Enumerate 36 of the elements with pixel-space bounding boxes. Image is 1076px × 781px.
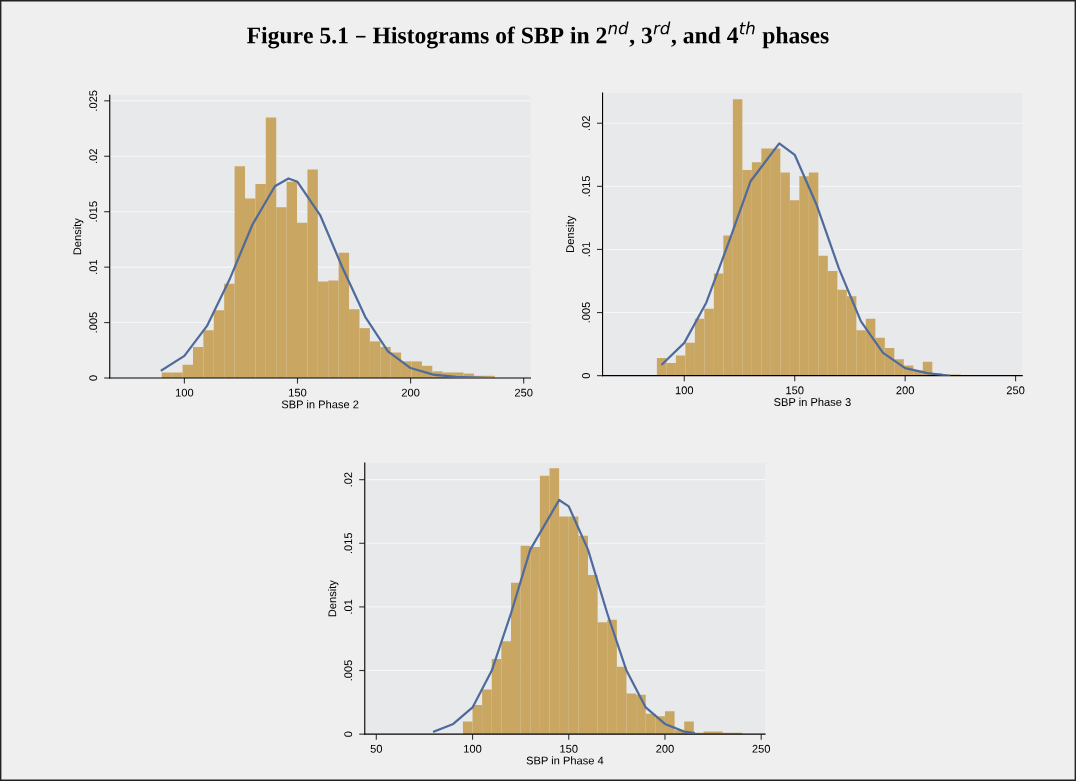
x-tick-label: 200 — [896, 386, 914, 395]
y-tick-label: 0 — [582, 373, 590, 379]
x-tick-label: 250 — [752, 744, 771, 753]
y-tick-label: .015 — [582, 175, 590, 197]
y-tick-label: 0 — [89, 375, 98, 381]
y-axis-title: Density — [328, 580, 339, 617]
x-tick-label: 100 — [464, 744, 482, 753]
x-tick-label: 250 — [514, 388, 533, 397]
y-tick-label: .005 — [89, 312, 98, 333]
x-axis-title: SBP in Phase 2 — [281, 400, 359, 409]
y-tick-label: .015 — [344, 532, 353, 554]
x-axis-title: SBP in Phase 3 — [774, 397, 851, 406]
y-tick-label: .02 — [582, 116, 590, 130]
x-tick-label: 200 — [656, 744, 674, 753]
y-tick-label: .02 — [344, 472, 353, 487]
x-tick-label: 150 — [786, 386, 804, 395]
x-tick-label: 250 — [1006, 386, 1025, 395]
y-tick-label: .005 — [344, 660, 353, 681]
x-tick-label: 150 — [289, 388, 307, 397]
x-tick-label: 100 — [675, 386, 694, 395]
x-tick-label: 50 — [370, 744, 383, 753]
y-tick-label: .025 — [89, 90, 98, 111]
x-tick-label: 100 — [175, 388, 194, 397]
y-tick-label: .015 — [89, 201, 98, 222]
y-axis-title: Density — [73, 218, 84, 255]
y-tick-label: .01 — [344, 599, 353, 614]
chart-title: Figure 5.1 – Histograms of SBP in 2$^{nd}$, 3$^{rd}$, and 4$^{th}$ phases — [247, 21, 829, 49]
y-tick-label: .005 — [582, 302, 590, 323]
y-tick-label: .02 — [89, 149, 98, 163]
x-tick-label: 200 — [401, 388, 420, 397]
x-axis-title: SBP in Phase 4 — [526, 756, 604, 765]
y-tick-label: 0 — [344, 731, 353, 737]
y-axis-title: Density — [565, 215, 577, 252]
y-tick-label: .01 — [89, 259, 98, 274]
y-tick-label: .01 — [582, 242, 590, 257]
x-tick-label: 150 — [560, 744, 578, 753]
